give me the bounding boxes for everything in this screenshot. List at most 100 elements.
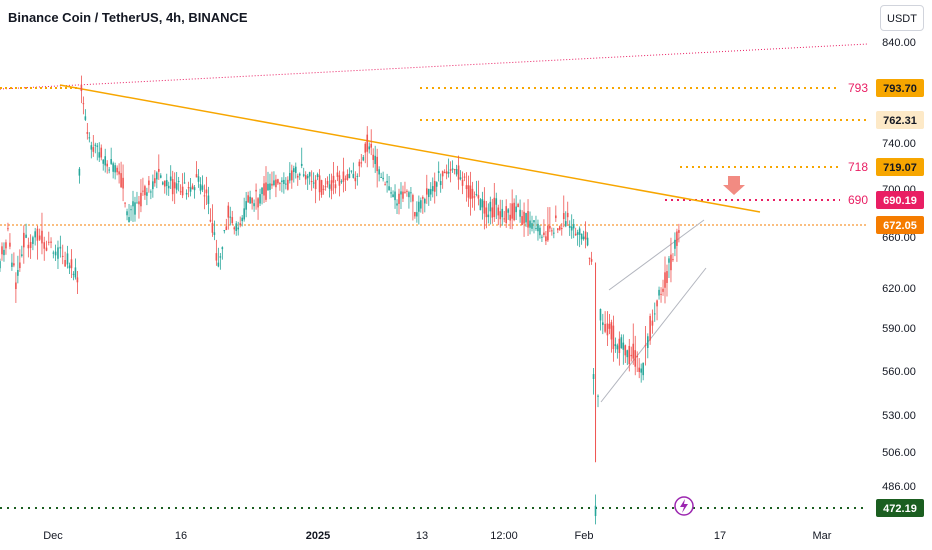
candle-body	[136, 202, 138, 204]
candle-body	[231, 217, 234, 223]
candle-body	[233, 227, 236, 230]
candle-body	[588, 257, 591, 259]
candle-body	[209, 219, 212, 222]
candle-body	[467, 185, 470, 198]
candle-body	[267, 183, 269, 191]
y-tick-label: 620.00	[882, 283, 916, 295]
candle-body	[330, 180, 333, 191]
candle-body	[122, 177, 124, 189]
candle-body	[535, 228, 537, 230]
candle-body	[431, 186, 434, 192]
candle-body	[469, 185, 472, 200]
candle-body	[21, 254, 23, 256]
candle-body	[342, 171, 345, 182]
level-label-793: 793	[848, 81, 868, 95]
candle-body	[219, 256, 222, 258]
price-badge-672-05	[876, 216, 924, 234]
candle-body	[572, 224, 575, 229]
long-trend-line	[0, 43, 869, 90]
candle-body	[185, 192, 188, 195]
currency-button[interactable]: USDT	[880, 5, 924, 31]
candle-body	[515, 206, 517, 213]
candle-body	[281, 180, 283, 182]
candle-body	[576, 232, 579, 235]
candle-body	[420, 200, 422, 209]
candle-body	[491, 207, 494, 218]
candle-body	[658, 289, 660, 296]
candle-body	[602, 322, 604, 325]
x-tick-label: Dec	[43, 530, 63, 542]
candle-body	[537, 223, 539, 232]
candle-body	[338, 175, 341, 186]
candle-body	[132, 201, 134, 207]
x-tick-label: 16	[175, 530, 187, 542]
candle-body	[197, 176, 200, 182]
candle-body	[642, 362, 644, 376]
candle-body	[265, 182, 267, 200]
candle-body	[626, 350, 629, 358]
candle-body	[257, 198, 259, 208]
candle-body	[80, 84, 83, 92]
candle-body	[481, 199, 484, 208]
candle-body	[390, 192, 392, 194]
candle-body	[578, 228, 581, 235]
candle-body	[96, 145, 99, 147]
candle-body	[229, 216, 232, 218]
candle-body	[616, 345, 619, 350]
candle-body	[425, 188, 428, 195]
candle-body	[322, 188, 325, 190]
candle-body	[662, 288, 664, 292]
candle-body	[74, 267, 77, 278]
candle-body	[183, 182, 186, 184]
candle-body	[509, 214, 511, 221]
y-tick-label: 740.00	[882, 138, 916, 150]
candle-body	[90, 145, 93, 150]
candle-body	[52, 252, 55, 254]
candle-body	[312, 182, 315, 184]
candle-body	[225, 226, 228, 231]
candle-body	[140, 192, 142, 207]
candle-body	[43, 242, 46, 249]
candle-body	[316, 174, 319, 177]
candle-body	[449, 169, 452, 171]
candle-body	[279, 183, 281, 185]
candle-body	[304, 175, 307, 180]
candle-body	[455, 168, 458, 175]
candle-body	[519, 209, 521, 217]
candle-body	[664, 272, 666, 288]
chart-title: Binance Coin / TetherUS, 4h, BINANCE	[8, 10, 248, 25]
price-badge-text: 672.05	[883, 220, 917, 232]
candle-body	[634, 350, 637, 367]
candle-body	[676, 231, 678, 246]
candle-body	[564, 221, 567, 227]
candle-body	[590, 259, 593, 262]
candle-body	[29, 242, 32, 248]
candle-body	[241, 217, 243, 222]
candle-body	[124, 202, 126, 204]
candle-body	[414, 211, 416, 217]
candle-body	[283, 179, 285, 184]
candle-body	[128, 217, 130, 223]
candle-body	[108, 169, 110, 171]
candle-body	[525, 213, 527, 223]
candle-body	[647, 336, 649, 348]
candle-body	[110, 159, 112, 164]
candle-body	[366, 134, 369, 152]
candle-body	[632, 343, 635, 359]
candle-body	[215, 253, 218, 261]
candle-body	[47, 241, 50, 243]
candle-body	[608, 323, 611, 329]
candle-body	[0, 261, 1, 269]
candle-body	[126, 211, 128, 216]
candle-body	[517, 203, 519, 208]
lightning-glyph-icon	[680, 499, 688, 513]
price-badge-472-19	[876, 499, 924, 517]
candle-body	[205, 189, 208, 194]
candle-body	[614, 344, 617, 347]
candle-body	[173, 182, 176, 189]
candle-body	[92, 147, 95, 152]
candle-body	[499, 211, 502, 220]
candle-body	[273, 180, 275, 186]
candle-body	[217, 262, 220, 267]
